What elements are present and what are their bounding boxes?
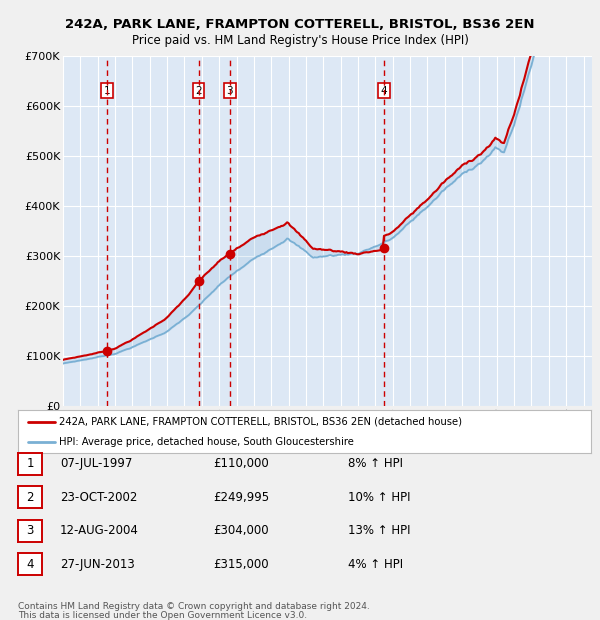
Text: £249,995: £249,995 (213, 491, 269, 503)
Text: 3: 3 (26, 525, 34, 537)
Text: Contains HM Land Registry data © Crown copyright and database right 2024.: Contains HM Land Registry data © Crown c… (18, 602, 370, 611)
Text: £110,000: £110,000 (213, 458, 269, 470)
Text: HPI: Average price, detached house, South Gloucestershire: HPI: Average price, detached house, Sout… (59, 437, 354, 447)
Text: 242A, PARK LANE, FRAMPTON COTTERELL, BRISTOL, BS36 2EN: 242A, PARK LANE, FRAMPTON COTTERELL, BRI… (65, 19, 535, 31)
Text: 23-OCT-2002: 23-OCT-2002 (60, 491, 137, 503)
Text: 1: 1 (26, 458, 34, 470)
Text: 13% ↑ HPI: 13% ↑ HPI (348, 525, 410, 537)
Text: 1: 1 (104, 86, 110, 96)
Text: 27-JUN-2013: 27-JUN-2013 (60, 558, 135, 570)
Text: 4: 4 (26, 558, 34, 570)
Text: 3: 3 (227, 86, 233, 96)
Text: 242A, PARK LANE, FRAMPTON COTTERELL, BRISTOL, BS36 2EN (detached house): 242A, PARK LANE, FRAMPTON COTTERELL, BRI… (59, 417, 462, 427)
Text: 07-JUL-1997: 07-JUL-1997 (60, 458, 133, 470)
Text: 8% ↑ HPI: 8% ↑ HPI (348, 458, 403, 470)
Text: 4% ↑ HPI: 4% ↑ HPI (348, 558, 403, 570)
Text: £304,000: £304,000 (213, 525, 269, 537)
Text: 4: 4 (380, 86, 387, 96)
Text: 2: 2 (195, 86, 202, 96)
Text: This data is licensed under the Open Government Licence v3.0.: This data is licensed under the Open Gov… (18, 611, 307, 619)
Text: 12-AUG-2004: 12-AUG-2004 (60, 525, 139, 537)
Text: Price paid vs. HM Land Registry's House Price Index (HPI): Price paid vs. HM Land Registry's House … (131, 34, 469, 46)
Text: £315,000: £315,000 (213, 558, 269, 570)
Text: 2: 2 (26, 491, 34, 503)
Text: 10% ↑ HPI: 10% ↑ HPI (348, 491, 410, 503)
